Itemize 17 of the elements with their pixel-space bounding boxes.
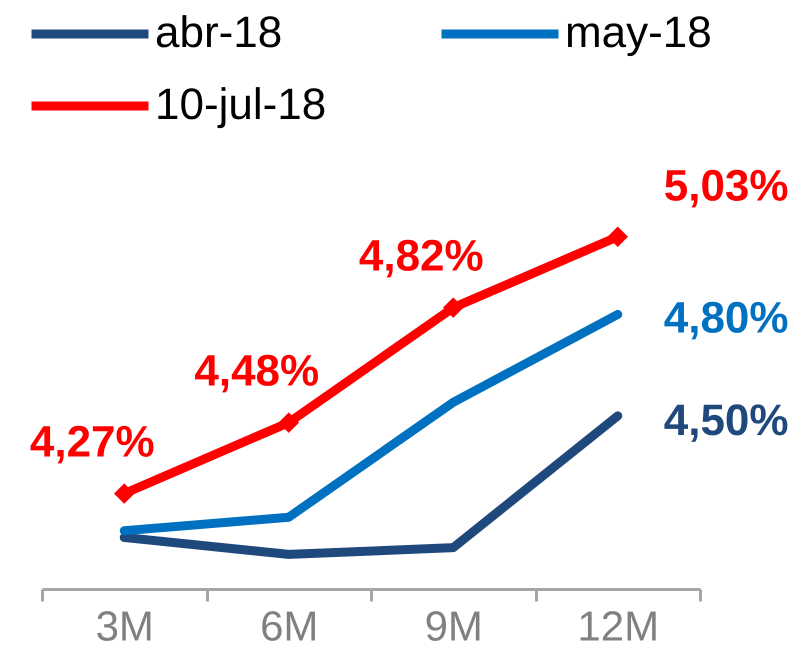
data-label: 4,48% — [194, 346, 320, 396]
data-label: 4,50% — [664, 396, 789, 445]
x-tick-label: 9M — [424, 602, 483, 650]
legend-label: 10-jul-18 — [155, 80, 326, 129]
x-tick-label: 3M — [96, 602, 154, 650]
legend-label: may-18 — [565, 8, 712, 57]
data-label: 5,03% — [664, 162, 789, 211]
data-label: 4,82% — [358, 232, 484, 281]
point — [114, 483, 134, 504]
x-tick-label: 6M — [260, 602, 318, 650]
point — [608, 226, 628, 247]
data-label: 4,27% — [30, 418, 155, 467]
data-label: 4,80% — [664, 293, 789, 342]
point — [278, 412, 299, 433]
x-tick-label: 12M — [577, 602, 660, 650]
point — [443, 297, 464, 318]
legend-label: abr-18 — [155, 8, 282, 57]
